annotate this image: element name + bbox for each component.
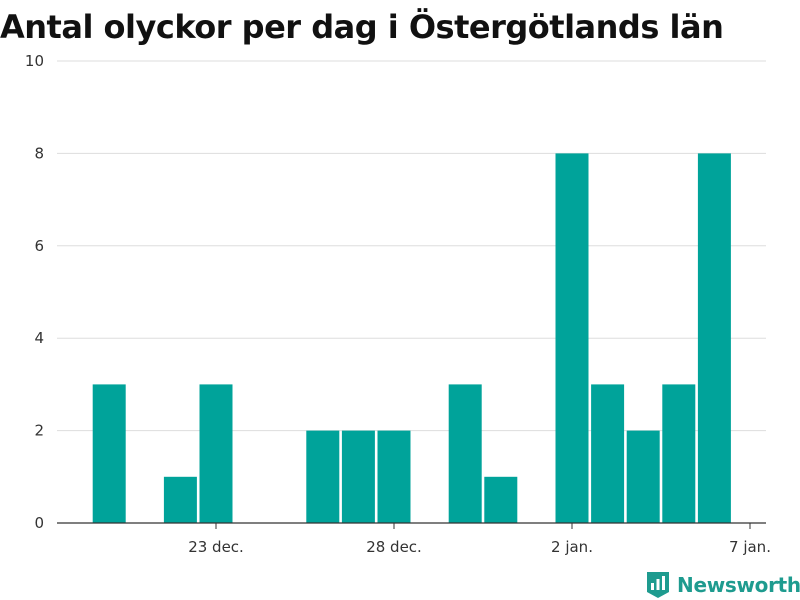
bar-2024-01-02 xyxy=(555,153,589,523)
newsworthy-logo-icon xyxy=(647,572,669,598)
x-tick-label-2023-12-23: 23 dec. xyxy=(188,538,244,556)
y-tick-label-2: 2 xyxy=(34,422,44,440)
bar-2023-12-26 xyxy=(306,430,340,523)
x-tick-label-2024-01-02: 2 jan. xyxy=(551,538,593,556)
bar-2023-12-27 xyxy=(341,430,375,523)
bars xyxy=(92,153,731,523)
chart-title: Antal olyckor per dag i Östergötlands lä… xyxy=(0,8,724,46)
y-tick-label-8: 8 xyxy=(34,144,44,162)
y-tick-label-10: 10 xyxy=(25,52,44,70)
grid-lines xyxy=(57,60,766,432)
bar-2023-12-23 xyxy=(199,384,233,523)
y-tick-label-4: 4 xyxy=(34,329,44,347)
bar-2023-12-31 xyxy=(484,476,518,523)
x-tick-label-2023-12-28: 28 dec. xyxy=(366,538,422,556)
y-axis-labels: 0 2 4 6 8 10 xyxy=(25,52,44,532)
bar-2023-12-30 xyxy=(448,384,482,523)
y-tick-label-6: 6 xyxy=(34,237,44,255)
newsworthy-brand: Newsworthy xyxy=(645,570,800,600)
y-tick-label-0: 0 xyxy=(34,514,44,532)
x-tick-label-2024-01-07: 7 jan. xyxy=(729,538,771,556)
bar-2024-01-05 xyxy=(662,384,696,523)
bar-2024-01-06 xyxy=(697,153,731,523)
x-axis: 23 dec. 28 dec. 2 jan. 7 jan. xyxy=(57,522,771,556)
brand-name: Newsworthy xyxy=(677,573,800,597)
bar-2023-12-20 xyxy=(92,384,126,523)
bar-2023-12-28 xyxy=(377,430,411,523)
bar-2023-12-22 xyxy=(163,476,197,523)
bar-2024-01-03 xyxy=(591,384,625,523)
bar-2024-01-04 xyxy=(626,430,660,523)
